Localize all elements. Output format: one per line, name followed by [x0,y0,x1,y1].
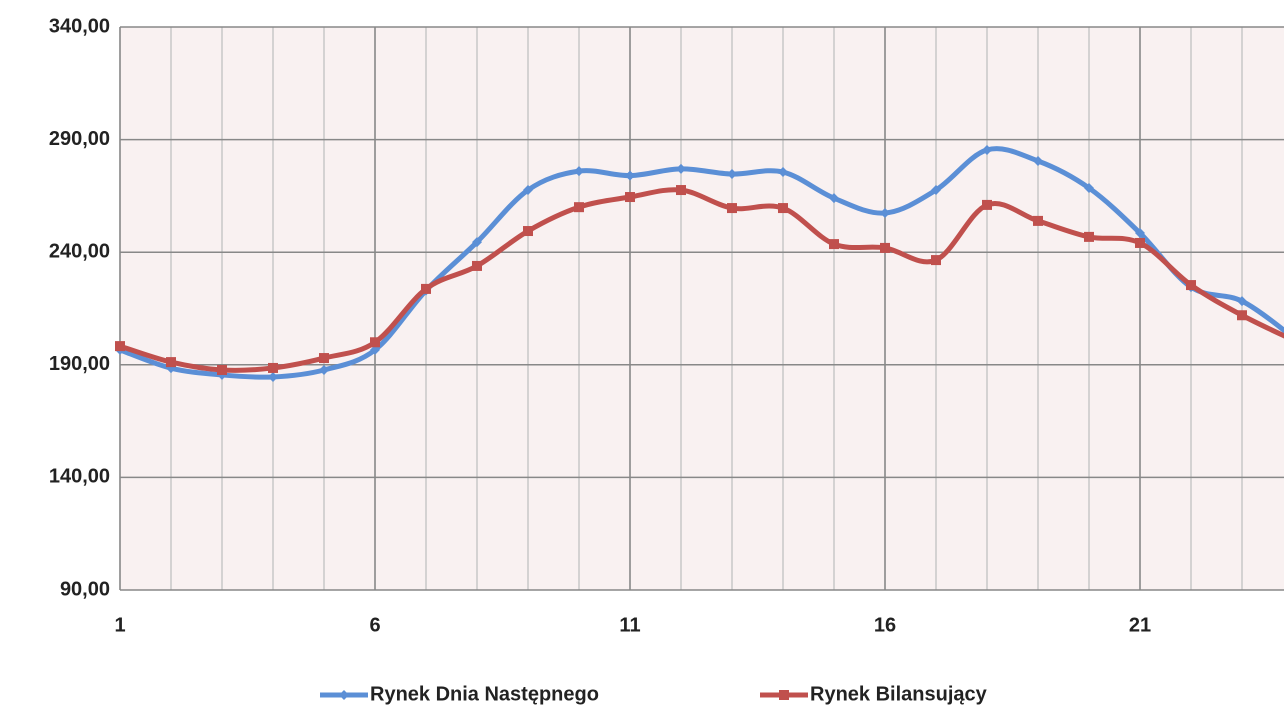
marker [1033,215,1043,226]
marker [421,283,431,294]
marker [1135,228,1145,239]
marker [778,167,788,178]
marker [370,337,380,348]
marker [625,170,635,181]
y-tick-label: 190,00 [49,353,110,375]
x-tick-label: 1 [114,614,125,636]
marker [166,357,176,368]
marker [829,193,839,204]
marker [319,353,329,364]
marker [931,185,941,196]
marker [880,242,890,253]
marker [931,255,941,266]
marker [676,163,686,174]
marker [523,226,533,237]
legend-marker [339,690,349,700]
marker [574,202,584,213]
marker [574,166,584,177]
marker [217,364,227,375]
marker [472,237,482,248]
marker [319,364,329,375]
marker [1084,183,1094,194]
marker [1237,310,1247,321]
marker [268,362,278,373]
x-tick-label: 21 [1129,614,1151,636]
marker [1135,237,1145,248]
marker [727,203,737,214]
marker [1033,155,1043,166]
y-tick-label: 290,00 [49,128,110,150]
marker [676,185,686,196]
marker [523,185,533,196]
y-tick-label: 90,00 [60,578,110,600]
marker [268,371,278,382]
x-tick-label: 11 [619,614,640,636]
marker [1186,280,1196,291]
marker [880,208,890,219]
marker [625,192,635,203]
marker [370,344,380,355]
marker [778,203,788,214]
x-tick-label: 16 [874,614,896,636]
legend-marker [779,690,789,700]
legend-label: Rynek Dnia Następnego [370,683,599,705]
marker [1084,231,1094,242]
y-tick-label: 140,00 [49,466,110,488]
plot-area [120,27,1284,590]
marker [472,260,482,271]
legend-label: Rynek Bilansujący [810,683,988,705]
x-tick-label: 6 [369,614,380,636]
marker [1237,296,1247,307]
marker [115,341,125,352]
marker [982,144,992,155]
y-tick-label: 240,00 [49,240,110,262]
marker [727,169,737,180]
marker [982,199,992,210]
marker [829,239,839,250]
y-tick-label: 340,00 [49,15,110,37]
